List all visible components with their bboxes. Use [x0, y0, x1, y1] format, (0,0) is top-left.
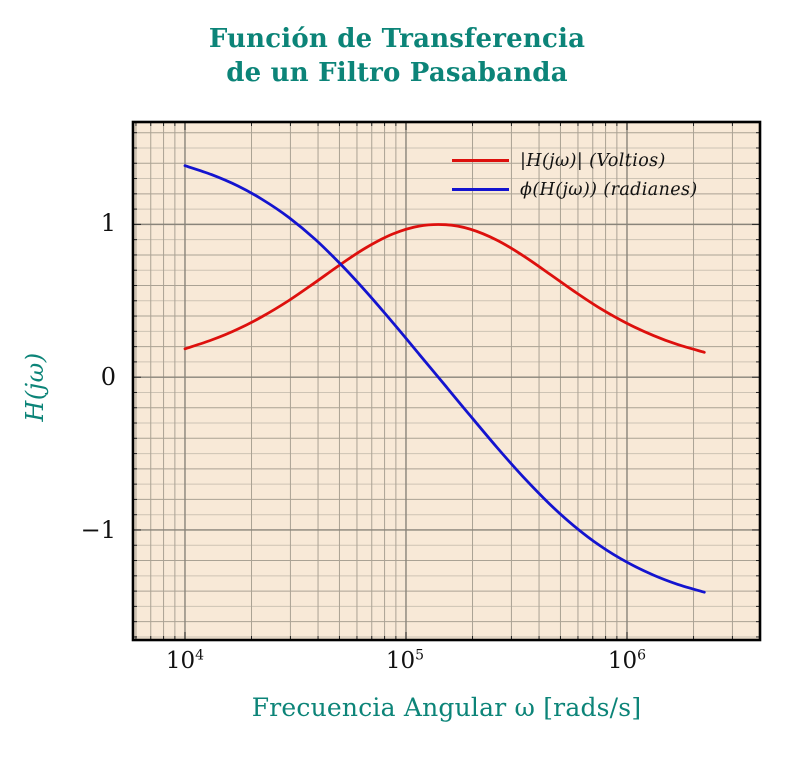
- magnitude-curve: [183, 223, 706, 354]
- y-tick-label-1: 1: [100, 209, 116, 237]
- legend-item-phase: ϕ(H(jω)) (radianes): [452, 175, 698, 204]
- phase-curve: [183, 164, 706, 594]
- x-tick-label-1e4: 104: [140, 648, 230, 674]
- legend-label-phase: ϕ(H(jω)) (radianes): [520, 179, 698, 200]
- chart-title: Función de Transferencia de un Filtro Pa…: [0, 22, 794, 90]
- legend-label-magnitude: |H(jω)| (Voltios): [520, 150, 666, 171]
- y-axis-label: H(jω): [21, 352, 49, 422]
- x-tick-base: 10: [165, 648, 196, 674]
- legend: |H(jω)| (Voltios) ϕ(H(jω)) (radianes): [452, 146, 698, 204]
- legend-line-magnitude-icon: [452, 159, 509, 162]
- x-tick-exponent: 4: [195, 647, 205, 664]
- chart-title-line2: de un Filtro Pasabanda: [226, 58, 568, 88]
- x-tick-exponent: 5: [415, 647, 425, 664]
- x-axis-label: Frecuencia Angular ω [rads/s]: [251, 693, 642, 722]
- x-tick-label-1e6: 106: [582, 648, 672, 674]
- plot-frame: [131, 120, 762, 642]
- plot-background: [133, 122, 760, 640]
- x-tick-base: 10: [607, 648, 638, 674]
- legend-item-magnitude: |H(jω)| (Voltios): [452, 146, 698, 175]
- x-tick-label-1e5: 105: [360, 648, 450, 674]
- legend-line-phase-icon: [452, 188, 509, 191]
- y-tick-label-neg1: −1: [80, 516, 116, 544]
- y-tick-label-0: 0: [100, 363, 116, 391]
- x-tick-exponent: 6: [637, 647, 647, 664]
- chart-title-line1: Función de Transferencia: [208, 24, 586, 54]
- x-tick-base: 10: [385, 648, 416, 674]
